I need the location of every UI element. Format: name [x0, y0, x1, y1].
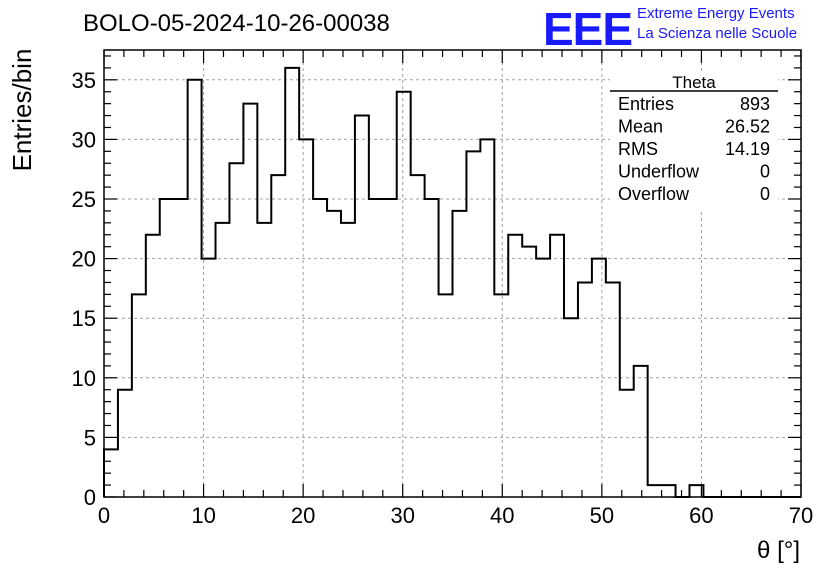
logo-line-2: La Scienza nelle Scuole	[637, 25, 798, 42]
stats-value-overflow: 0	[760, 184, 770, 204]
x-tick-label-5: 50	[590, 503, 614, 528]
y-tick-label-2: 10	[72, 366, 96, 391]
stats-title: Theta	[672, 73, 716, 92]
y-tick-label-7: 35	[72, 68, 96, 93]
y-axis-label: Entries/bin	[7, 49, 37, 172]
x-tick-label-6: 60	[689, 503, 713, 528]
x-tick-label-0: 0	[98, 503, 110, 528]
grid-lines	[104, 50, 801, 497]
logo-line-1: Extreme Energy Events	[637, 5, 795, 22]
y-tick-label-0: 0	[84, 485, 96, 510]
axes	[103, 49, 802, 498]
x-tick-label-1: 10	[191, 503, 215, 528]
stats-box: Theta Entries 893 Mean 26.52 RMS 14.19 Underfl…	[610, 73, 778, 210]
stats-label-entries: Entries	[618, 94, 674, 114]
histogram-line	[103, 66, 801, 498]
stats-label-rms: RMS	[618, 139, 658, 159]
stats-label-mean: Mean	[618, 117, 663, 137]
plot-frame	[103, 49, 802, 498]
y-tick-label-1: 5	[84, 425, 96, 450]
eee-logo: EEE	[543, 3, 633, 55]
stats-value-underflow: 0	[760, 162, 770, 182]
x-axis-label: θ [°]	[757, 537, 800, 564]
y-tick-labels: 0 5 10 15 20 25 30 35	[72, 68, 96, 510]
y-tick-label-6: 30	[72, 127, 96, 152]
x-tick-label-2: 20	[291, 503, 315, 528]
x-tick-label-7: 70	[789, 503, 813, 528]
x-tick-label-4: 40	[490, 503, 514, 528]
stats-value-mean: 26.52	[725, 117, 770, 137]
x-tick-labels: 0 10 20 30 40 50 60 70	[98, 503, 813, 528]
stats-value-entries: 893	[740, 94, 770, 114]
y-tick-label-5: 25	[72, 187, 96, 212]
y-tick-label-3: 15	[72, 306, 96, 331]
stats-value-rms: 14.19	[725, 139, 770, 159]
stats-label-overflow: Overflow	[618, 184, 690, 204]
x-tick-label-3: 30	[390, 503, 414, 528]
y-tick-label-4: 20	[72, 247, 96, 272]
stats-label-underflow: Underflow	[618, 162, 700, 182]
chart-title: BOLO-05-2024-10-26-00038	[83, 10, 390, 37]
